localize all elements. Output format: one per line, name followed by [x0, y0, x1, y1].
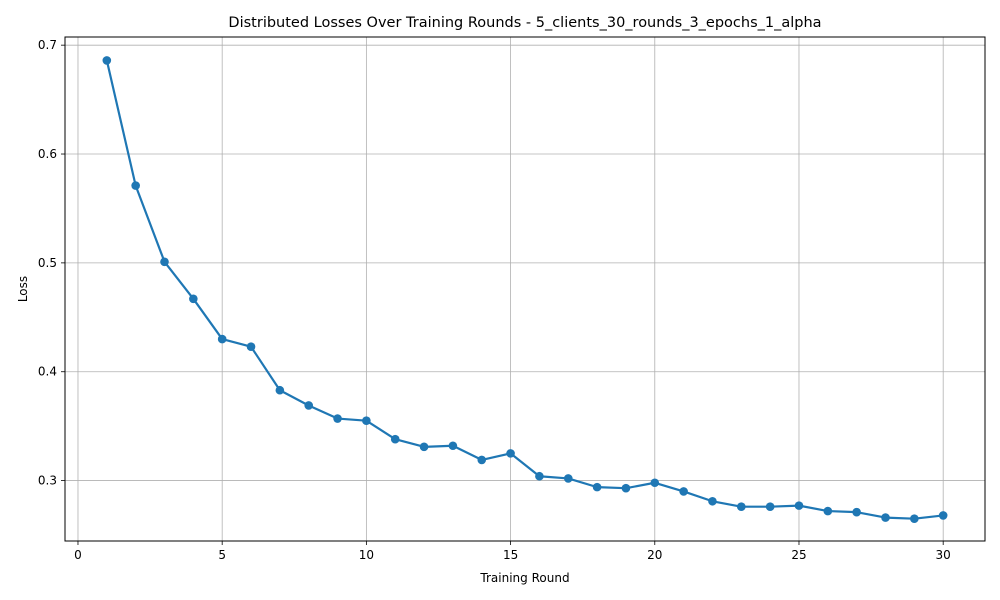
data-point	[881, 513, 890, 522]
x-tick-label: 0	[74, 548, 82, 562]
x-tick-label: 15	[503, 548, 518, 562]
series-points-group	[102, 56, 948, 523]
data-point	[938, 511, 948, 520]
x-tick-label: 10	[359, 548, 374, 562]
x-tick-label: 30	[936, 548, 951, 562]
data-point	[275, 385, 285, 395]
data-point	[910, 514, 919, 523]
x-tick-label: 25	[791, 548, 806, 562]
data-point	[448, 441, 458, 451]
data-point	[419, 442, 429, 452]
x-tick-label: 5	[218, 548, 226, 562]
data-point	[506, 449, 515, 458]
data-point	[823, 506, 833, 516]
data-point	[217, 334, 227, 344]
data-point	[535, 471, 544, 481]
data-point	[852, 507, 861, 517]
data-point	[102, 56, 112, 65]
y-tick-label: 0.3	[38, 474, 57, 488]
data-point	[765, 502, 775, 512]
data-point	[246, 342, 256, 351]
series-line-group	[105, 60, 944, 520]
data-point	[621, 483, 631, 493]
data-point	[563, 474, 573, 483]
data-point	[650, 478, 660, 488]
data-point	[592, 482, 602, 492]
x-axis-label: Training Round	[479, 571, 569, 585]
y-axis-ticks: 0.3 0.4 0.5 0.6 0.7	[38, 38, 65, 488]
data-point	[160, 257, 169, 267]
x-tick-label: 20	[647, 548, 662, 562]
data-point	[794, 501, 804, 510]
data-point	[304, 401, 313, 410]
data-point	[362, 416, 371, 426]
data-point	[390, 434, 400, 444]
chart-title: Distributed Losses Over Training Rounds …	[228, 15, 821, 31]
y-tick-label: 0.6	[38, 147, 57, 161]
grid-lines	[65, 37, 985, 541]
x-axis-ticks: 0 5 10 15 20 25 30	[74, 541, 951, 562]
y-tick-label: 0.5	[38, 256, 57, 270]
y-tick-label: 0.4	[38, 365, 57, 379]
data-point	[477, 455, 487, 465]
series-line	[105, 60, 944, 520]
data-point	[708, 496, 717, 506]
data-point	[333, 414, 342, 423]
data-point	[131, 181, 140, 190]
plot-frame	[64, 36, 986, 542]
data-point	[737, 502, 746, 512]
data-point	[189, 294, 198, 304]
data-point	[679, 487, 688, 496]
y-axis-label: Loss	[16, 276, 30, 302]
y-tick-label: 0.7	[38, 38, 57, 52]
